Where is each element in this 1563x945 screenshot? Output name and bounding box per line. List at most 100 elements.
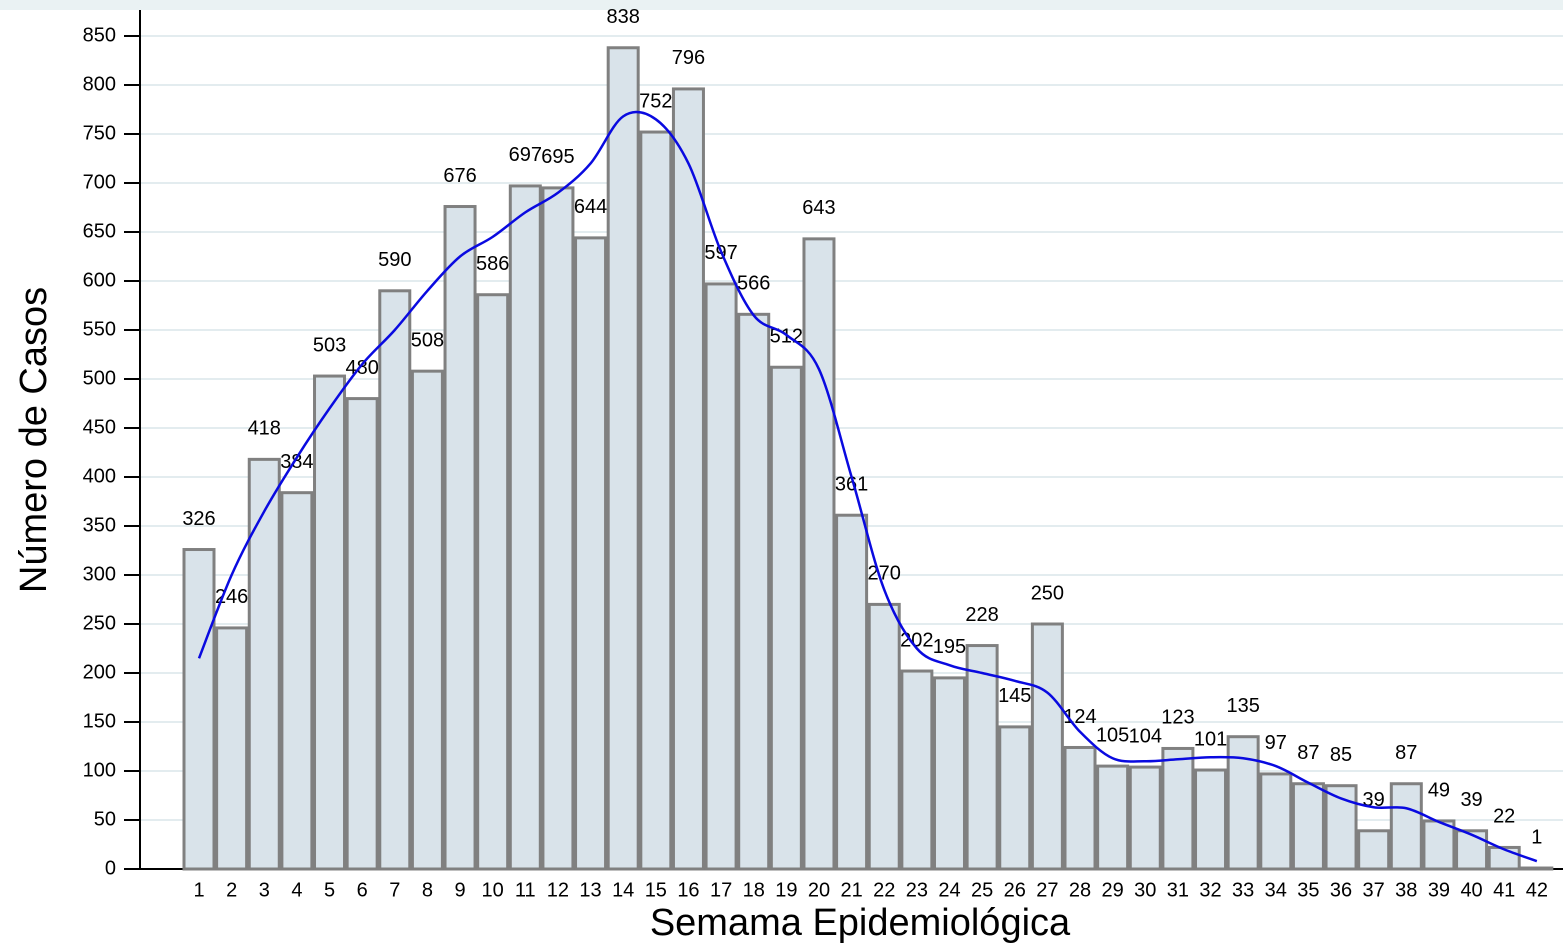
x-tick-label: 1 bbox=[193, 879, 204, 901]
y-tick-label: 250 bbox=[83, 612, 116, 634]
x-tick-label: 15 bbox=[645, 879, 667, 901]
bar bbox=[606, 46, 640, 871]
value-label: 22 bbox=[1493, 806, 1515, 828]
x-tick-label: 21 bbox=[840, 879, 862, 901]
bar bbox=[1389, 782, 1423, 871]
value-label: 586 bbox=[476, 253, 509, 275]
value-label: 123 bbox=[1161, 707, 1194, 729]
x-tick-label: 35 bbox=[1297, 879, 1319, 901]
value-label: 796 bbox=[672, 47, 705, 69]
value-label: 676 bbox=[443, 165, 476, 187]
value-label: 643 bbox=[802, 197, 835, 219]
bar bbox=[1161, 746, 1195, 871]
value-label: 566 bbox=[737, 273, 770, 295]
value-label: 49 bbox=[1428, 779, 1450, 801]
x-tick-label: 18 bbox=[743, 879, 765, 901]
x-tick-label: 33 bbox=[1232, 879, 1254, 901]
value-label: 590 bbox=[378, 249, 411, 271]
bar bbox=[1357, 829, 1391, 871]
y-tick-label: 350 bbox=[83, 514, 116, 536]
y-tick-label: 150 bbox=[83, 710, 116, 732]
x-tick-label: 34 bbox=[1265, 879, 1287, 901]
x-tick-label: 17 bbox=[710, 879, 732, 901]
x-tick-label: 10 bbox=[482, 879, 504, 901]
bar bbox=[215, 626, 249, 871]
x-tick-label: 9 bbox=[454, 879, 465, 901]
bar bbox=[378, 289, 412, 871]
value-label: 270 bbox=[868, 563, 901, 585]
bar bbox=[671, 87, 705, 871]
bar bbox=[1194, 768, 1228, 871]
x-tick-label: 38 bbox=[1395, 879, 1417, 901]
bar bbox=[1030, 622, 1064, 871]
bar bbox=[1422, 819, 1456, 871]
bar bbox=[345, 397, 379, 871]
bar bbox=[1096, 764, 1130, 871]
value-label: 838 bbox=[607, 6, 640, 28]
bar bbox=[965, 644, 999, 871]
x-tick-label: 13 bbox=[579, 879, 601, 901]
value-label: 361 bbox=[835, 474, 868, 496]
trend-line bbox=[197, 110, 1538, 863]
y-tick-label: 700 bbox=[83, 171, 116, 193]
value-label: 101 bbox=[1194, 728, 1227, 750]
y-tick-label: 750 bbox=[83, 122, 116, 144]
value-label: 644 bbox=[574, 196, 607, 218]
x-tick-label: 16 bbox=[677, 879, 699, 901]
bar bbox=[182, 548, 216, 871]
y-tick-label: 600 bbox=[83, 269, 116, 291]
y-tick-label: 650 bbox=[83, 220, 116, 242]
value-label: 195 bbox=[933, 636, 966, 658]
y-tick-label: 300 bbox=[83, 563, 116, 585]
bar bbox=[737, 312, 771, 871]
bar bbox=[835, 513, 869, 871]
x-tick-label: 41 bbox=[1493, 879, 1515, 901]
y-tick-label: 800 bbox=[83, 73, 116, 95]
x-axis-title: Semama Epidemiológica bbox=[650, 902, 1071, 944]
value-label: 145 bbox=[998, 685, 1031, 707]
x-tick-label: 3 bbox=[259, 879, 270, 901]
value-label: 480 bbox=[345, 357, 378, 379]
value-label: 1 bbox=[1531, 826, 1542, 848]
x-tick-label: 19 bbox=[775, 879, 797, 901]
x-tick-label: 32 bbox=[1199, 879, 1221, 901]
x-tick-label: 25 bbox=[971, 879, 993, 901]
bar bbox=[802, 237, 836, 871]
bar bbox=[769, 365, 803, 871]
value-label: 87 bbox=[1297, 742, 1319, 764]
x-tick-label: 2 bbox=[226, 879, 237, 901]
bar bbox=[1063, 745, 1097, 871]
value-label: 695 bbox=[541, 146, 574, 168]
value-label: 105 bbox=[1096, 724, 1129, 746]
value-label: 97 bbox=[1265, 732, 1287, 754]
bar bbox=[900, 669, 934, 871]
y-tick-label: 450 bbox=[83, 416, 116, 438]
x-tick-label: 36 bbox=[1330, 879, 1352, 901]
bar bbox=[443, 205, 477, 871]
value-label: 697 bbox=[509, 144, 542, 166]
bar bbox=[867, 602, 901, 871]
x-tick-label: 12 bbox=[547, 879, 569, 901]
bar bbox=[313, 374, 347, 871]
x-tick-label: 29 bbox=[1102, 879, 1124, 901]
x-tick-label: 27 bbox=[1036, 879, 1058, 901]
x-tick-label: 20 bbox=[808, 879, 830, 901]
value-label: 104 bbox=[1129, 725, 1162, 747]
x-tick-label: 26 bbox=[1004, 879, 1026, 901]
x-tick-label: 14 bbox=[612, 879, 634, 901]
x-tick-label: 7 bbox=[389, 879, 400, 901]
y-tick-label: 100 bbox=[83, 759, 116, 781]
bar bbox=[541, 186, 575, 871]
value-label: 228 bbox=[965, 604, 998, 626]
value-label: 508 bbox=[411, 329, 444, 351]
bar bbox=[476, 293, 510, 871]
x-tick-label: 39 bbox=[1428, 879, 1450, 901]
x-tick-label: 11 bbox=[515, 879, 536, 901]
y-tick-label: 0 bbox=[105, 857, 116, 879]
x-tick-label: 23 bbox=[906, 879, 928, 901]
x-tick-label: 6 bbox=[357, 879, 368, 901]
bar bbox=[1455, 829, 1489, 871]
x-tick-label: 24 bbox=[938, 879, 960, 901]
bar bbox=[508, 184, 542, 871]
